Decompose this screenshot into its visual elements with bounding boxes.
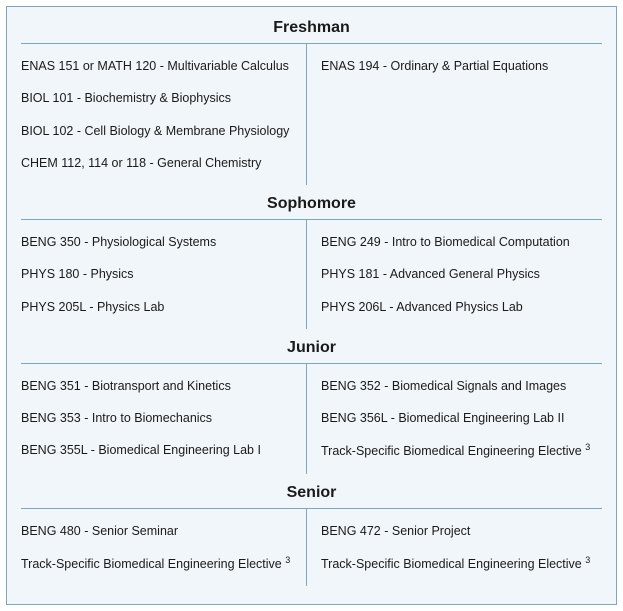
column-left: BENG 480 - Senior SeminarTrack-Specific … — [21, 509, 307, 587]
columns: BENG 351 - Biotransport and KineticsBENG… — [21, 363, 602, 474]
course-item: CHEM 112, 114 or 118 - General Chemistry — [21, 149, 296, 181]
columns: ENAS 151 or MATH 120 - Multivariable Cal… — [21, 43, 602, 185]
course-item: BENG 249 - Intro to Biomedical Computati… — [321, 228, 596, 260]
course-item: BIOL 101 - Biochemistry & Biophysics — [21, 84, 296, 116]
course-item: Track-Specific Biomedical Engineering El… — [321, 549, 596, 582]
column-right: ENAS 194 - Ordinary & Partial Equations — [307, 44, 602, 185]
course-item: BENG 355L - Biomedical Engineering Lab I — [21, 436, 296, 468]
curriculum-table: Freshman ENAS 151 or MATH 120 - Multivari… — [6, 6, 617, 605]
column-left: ENAS 151 or MATH 120 - Multivariable Cal… — [21, 44, 307, 185]
column-right: BENG 472 - Senior ProjectTrack-Specific … — [307, 509, 602, 587]
course-item: ENAS 151 or MATH 120 - Multivariable Cal… — [21, 52, 296, 84]
column-left: BENG 350 - Physiological SystemsPHYS 180… — [21, 220, 307, 329]
course-item: BENG 351 - Biotransport and Kinetics — [21, 372, 296, 404]
course-item: Track-Specific Biomedical Engineering El… — [321, 436, 596, 469]
course-item: PHYS 181 - Advanced General Physics — [321, 260, 596, 292]
columns: BENG 480 - Senior SeminarTrack-Specific … — [21, 508, 602, 587]
course-item: BIOL 102 - Cell Biology & Membrane Physi… — [21, 117, 296, 149]
course-item: Track-Specific Biomedical Engineering El… — [21, 549, 296, 582]
year-title: Senior — [21, 480, 602, 508]
course-item: BENG 480 - Senior Seminar — [21, 517, 296, 549]
course-item: BENG 472 - Senior Project — [321, 517, 596, 549]
year-block-junior: JuniorBENG 351 - Biotransport and Kineti… — [21, 335, 602, 474]
year-title: Sophomore — [21, 191, 602, 219]
course-item: BENG 356L - Biomedical Engineering Lab I… — [321, 404, 596, 436]
year-title: Junior — [21, 335, 602, 363]
course-item: BENG 352 - Biomedical Signals and Images — [321, 372, 596, 404]
year-block-senior: SeniorBENG 480 - Senior SeminarTrack-Spe… — [21, 480, 602, 587]
course-item: PHYS 206L - Advanced Physics Lab — [321, 293, 596, 325]
year-block-freshman: Freshman ENAS 151 or MATH 120 - Multivari… — [21, 15, 602, 185]
course-item: BENG 353 - Intro to Biomechanics — [21, 404, 296, 436]
year-block-sophomore: SophomoreBENG 350 - Physiological System… — [21, 191, 602, 329]
column-left: BENG 351 - Biotransport and KineticsBENG… — [21, 364, 307, 474]
course-item: PHYS 205L - Physics Lab — [21, 293, 296, 325]
column-right: BENG 249 - Intro to Biomedical Computati… — [307, 220, 602, 329]
course-item: PHYS 180 - Physics — [21, 260, 296, 292]
course-item: ENAS 194 - Ordinary & Partial Equations — [321, 52, 596, 84]
column-right: BENG 352 - Biomedical Signals and Images… — [307, 364, 602, 474]
course-item: BENG 350 - Physiological Systems — [21, 228, 296, 260]
columns: BENG 350 - Physiological SystemsPHYS 180… — [21, 219, 602, 329]
year-title: Freshman — [21, 15, 602, 43]
